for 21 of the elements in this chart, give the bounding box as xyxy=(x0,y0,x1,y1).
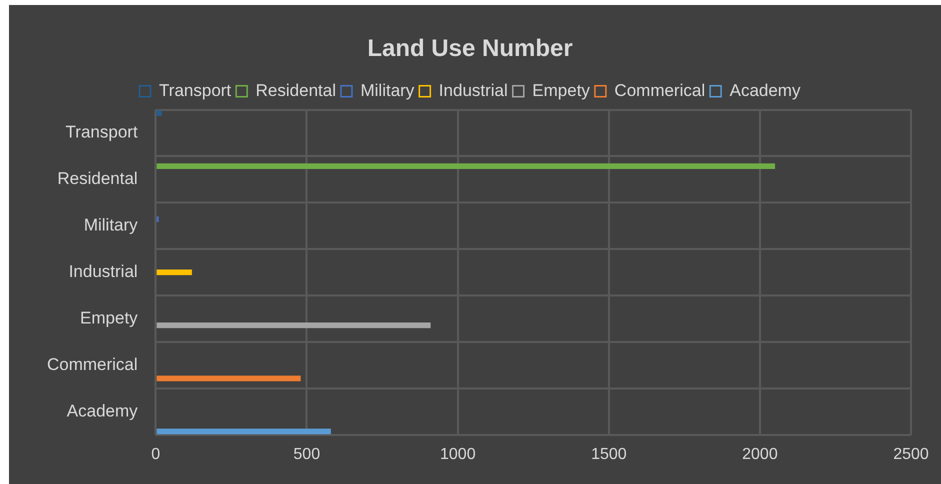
x-tick-label: 1000 xyxy=(440,446,476,463)
x-tick-label: 500 xyxy=(293,446,320,463)
y-tick-label: Transport xyxy=(66,122,138,142)
legend-label: Transport xyxy=(159,80,232,100)
legend-label: Industrial xyxy=(438,80,508,100)
chart-title: Land Use Number xyxy=(367,35,573,62)
y-tick-label: Academy xyxy=(66,401,138,420)
legend-label: Military xyxy=(360,80,415,100)
x-tick-label: 1500 xyxy=(591,446,627,463)
y-tick-label: Commerical xyxy=(46,354,138,374)
y-tick-label: Residental xyxy=(57,169,138,188)
legend-label: Empety xyxy=(532,80,590,100)
legend-label: Residental xyxy=(256,80,336,100)
x-tick-label: 2000 xyxy=(742,446,778,463)
x-tick-label: 2500 xyxy=(893,446,929,463)
y-tick-label: Industrial xyxy=(68,262,138,281)
legend-label: Academy xyxy=(730,80,801,100)
x-tick-label: 0 xyxy=(151,446,160,463)
y-tick-label: Military xyxy=(84,216,138,235)
legend-label: Commerical xyxy=(614,80,706,100)
y-tick-label: Empety xyxy=(80,308,138,328)
